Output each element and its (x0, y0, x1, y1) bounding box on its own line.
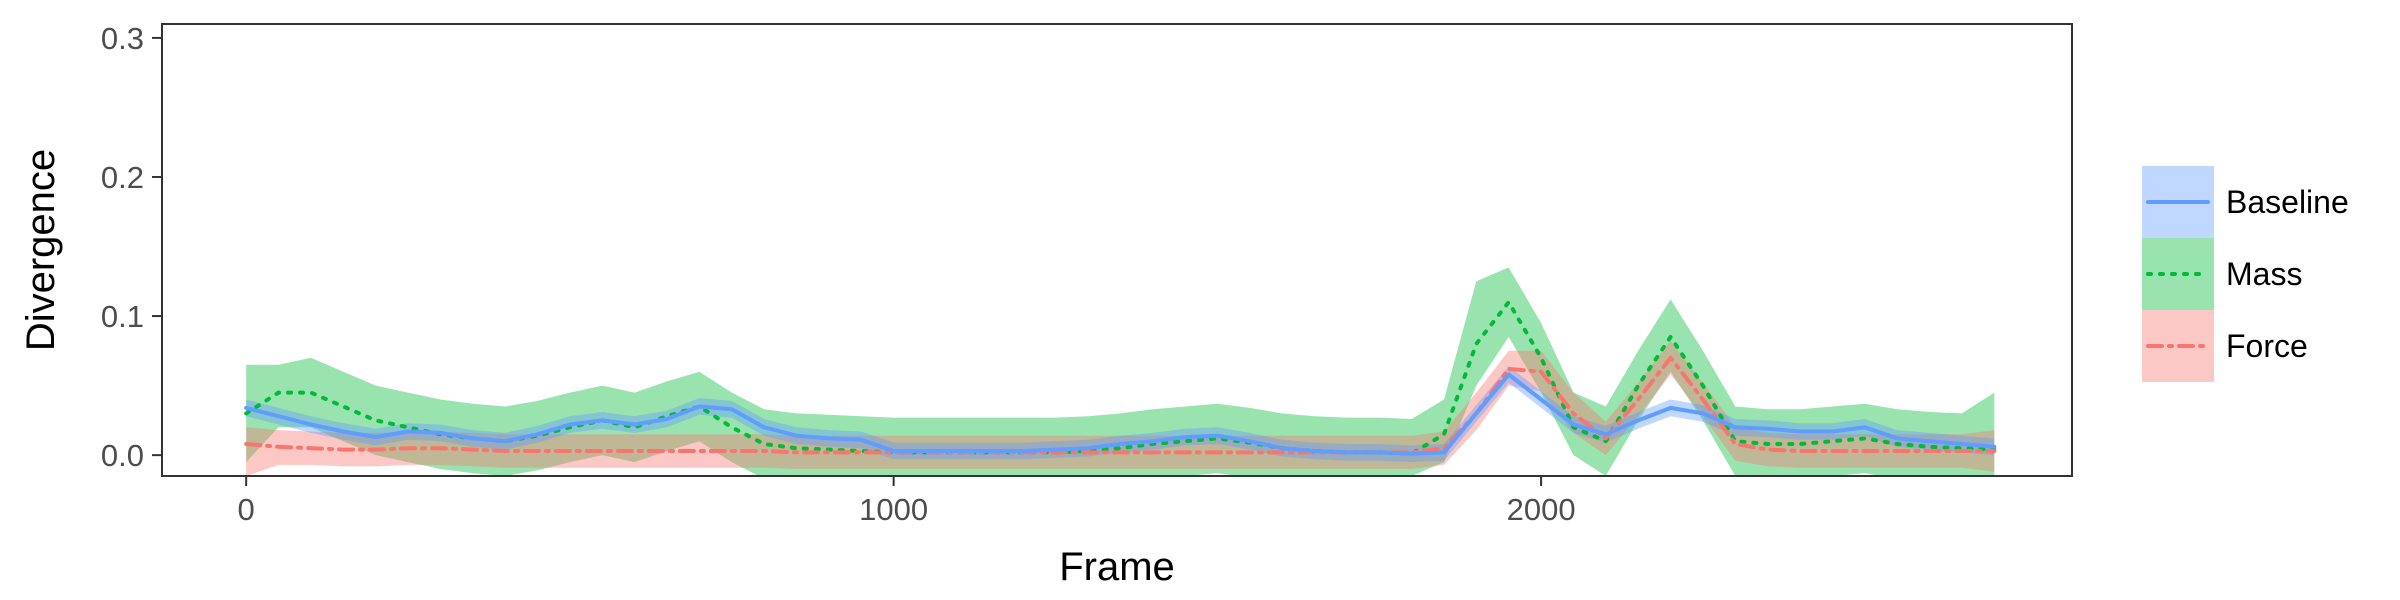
x-tick-label: 0 (238, 492, 255, 527)
y-tick-label: 0.3 (101, 21, 144, 56)
y-tick-label: 0.1 (101, 299, 144, 334)
x-axis-title: Frame (1059, 545, 1175, 589)
x-axis: 0 1000 2000 (238, 476, 1576, 527)
panel-border (161, 23, 2073, 477)
y-axis-title: Divergence (19, 149, 63, 351)
legend-label-baseline: Baseline (2226, 184, 2349, 220)
mass-confidence-band (246, 267, 1995, 476)
legend-key-mass (2142, 238, 2214, 310)
y-axis: 0.0 0.1 0.2 0.3 (101, 21, 162, 473)
series-lines (244, 300, 1997, 456)
y-tick-label: 0.2 (101, 160, 144, 195)
x-tick-label: 2000 (1507, 492, 1576, 527)
force-confidence-band (246, 341, 1995, 476)
mass-line (244, 300, 1997, 456)
force-line (244, 355, 1997, 455)
baseline-line (244, 372, 1997, 456)
y-tick-label: 0.0 (101, 438, 144, 473)
legend-label-mass: Mass (2226, 256, 2302, 292)
legend: Baseline Mass Force (2142, 166, 2349, 382)
legend-label-force: Force (2226, 328, 2308, 364)
x-tick-label: 1000 (859, 492, 928, 527)
